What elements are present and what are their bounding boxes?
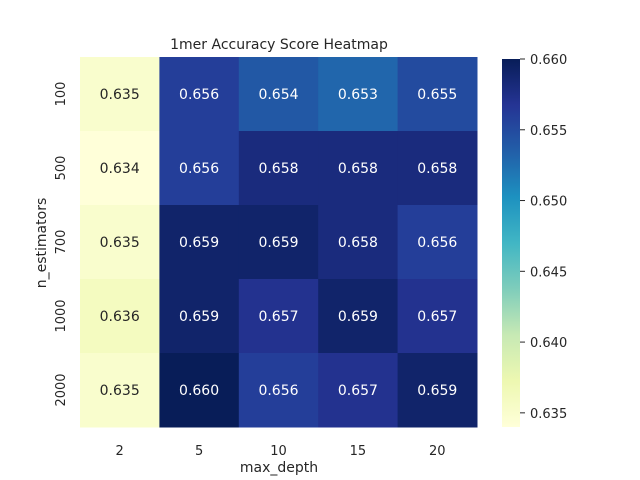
cell-value-label: 0.658: [338, 161, 378, 177]
heatmap-cell: [318, 279, 399, 354]
heatmap-cell: [80, 353, 160, 428]
cell-value-label: 0.634: [100, 161, 140, 177]
cell-value-label: 0.657: [338, 383, 378, 399]
x-tick-label: 2: [116, 444, 124, 459]
heatmap-cell: [318, 353, 399, 428]
colorbar: [502, 59, 520, 427]
cell-value-label: 0.659: [179, 235, 219, 251]
cell-value-label: 0.656: [417, 235, 457, 251]
heatmap-cell: [238, 205, 319, 280]
x-tick-label: 20: [429, 444, 446, 459]
y-tick-label: 1000: [54, 299, 69, 332]
colorbar-tick-label: 0.635: [530, 407, 567, 422]
cell-value-label: 0.657: [258, 309, 298, 325]
heatmap-cell: [397, 57, 478, 132]
heatmap-cell: [159, 353, 240, 428]
colorbar-ticks: 0.635 0.640 0.645 0.650 0.655 0.660: [520, 53, 567, 422]
cell-value-label: 0.658: [258, 161, 298, 177]
heatmap-cell: [318, 205, 399, 280]
cell-value-label: 0.635: [100, 235, 140, 251]
y-tick-label: 2000: [54, 373, 69, 406]
cell-value-label: 0.656: [258, 383, 298, 399]
heatmap-cell: [238, 57, 319, 132]
y-tick-label: 500: [54, 156, 69, 181]
heatmap-cell: [238, 131, 319, 206]
y-axis-ticks: 100 500 700 1000 2000: [54, 82, 69, 407]
heatmap-cell: [159, 131, 240, 206]
x-tick-label: 10: [270, 444, 287, 459]
heatmap-cell: [159, 279, 240, 354]
colorbar-tick-label: 0.655: [530, 124, 567, 139]
heatmap-cell: [159, 57, 240, 132]
colorbar-tick-label: 0.640: [530, 336, 567, 351]
cell-value-label: 0.635: [100, 383, 140, 399]
heatmap-cell: [397, 205, 478, 280]
cell-value-label: 0.654: [258, 87, 298, 103]
heatmap-cell: [80, 57, 160, 132]
heatmap-cells: 0.635 0.656 0.654 0.653 0.655 0.634 0.656 0.658…: [80, 57, 478, 428]
cell-value-label: 0.656: [179, 87, 219, 103]
cell-value-label: 0.655: [417, 87, 457, 103]
colorbar-tick-label: 0.650: [530, 195, 567, 210]
cell-value-label: 0.660: [179, 383, 219, 399]
heatmap-cell: [318, 57, 399, 132]
cell-value-label: 0.636: [100, 309, 140, 325]
y-tick-label: 100: [54, 82, 69, 107]
cell-value-label: 0.659: [179, 309, 219, 325]
heatmap-cell: [318, 131, 399, 206]
heatmap-cell: [238, 279, 319, 354]
colorbar-tick-label: 0.645: [530, 265, 567, 280]
cell-value-label: 0.658: [338, 235, 378, 251]
chart-title: 1mer Accuracy Score Heatmap: [170, 37, 388, 53]
x-axis-label: max_depth: [240, 460, 318, 476]
x-tick-label: 5: [195, 444, 203, 459]
x-tick-label: 15: [350, 444, 367, 459]
heatmap-cell: [238, 353, 319, 428]
y-tick-label: 700: [54, 230, 69, 255]
cell-value-label: 0.656: [179, 161, 219, 177]
heatmap-cell: [397, 131, 478, 206]
heatmap-cell: [80, 131, 160, 206]
heatmap-cell: [397, 279, 478, 354]
heatmap-cell: [159, 205, 240, 280]
heatmap-cell: [397, 353, 478, 428]
heatmap-cell: [80, 205, 160, 280]
heatmap-cell: [80, 279, 160, 354]
cell-value-label: 0.658: [417, 161, 457, 177]
cell-value-label: 0.653: [338, 87, 378, 103]
cell-value-label: 0.659: [338, 309, 378, 325]
cell-value-label: 0.659: [258, 235, 298, 251]
y-axis-label: n_estimators: [34, 198, 50, 288]
cell-value-label: 0.635: [100, 87, 140, 103]
cell-value-label: 0.657: [417, 309, 457, 325]
colorbar-tick-label: 0.660: [530, 53, 567, 68]
x-axis-ticks: 2 5 10 15 20: [116, 444, 446, 459]
cell-value-label: 0.659: [417, 383, 457, 399]
